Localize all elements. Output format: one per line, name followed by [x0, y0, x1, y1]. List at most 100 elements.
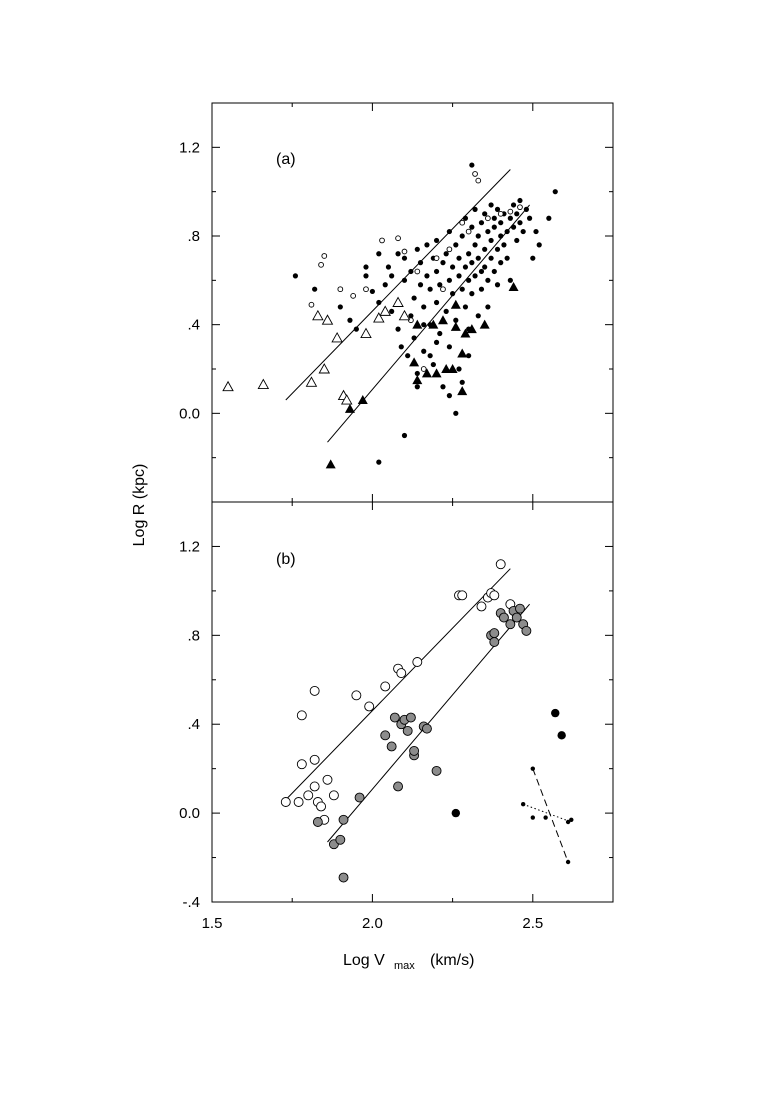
data-point-filled	[395, 326, 401, 332]
data-point-gray-circle	[505, 619, 516, 630]
data-point-filled	[456, 273, 462, 279]
data-point-filled-triangle	[412, 319, 423, 329]
data-point-filled	[498, 260, 504, 266]
data-point-filled	[446, 228, 452, 235]
data-point-filled	[498, 220, 504, 226]
data-point-open	[472, 171, 478, 177]
data-point-filled-triangle	[344, 403, 355, 413]
data-point-filled	[427, 286, 433, 292]
data-point-filled	[382, 282, 388, 288]
data-point-open	[420, 366, 427, 372]
data-point-filled-triangle	[428, 319, 439, 329]
data-point-gray-circle	[421, 723, 432, 734]
data-point-filled	[552, 189, 558, 195]
data-point-small-dot	[530, 766, 535, 771]
fit-line	[523, 803, 572, 823]
data-point-open-circle	[380, 681, 391, 692]
data-point-filled-triangle	[409, 357, 420, 367]
data-point-filled	[395, 251, 401, 257]
data-point-filled	[389, 273, 395, 279]
data-point-open	[379, 237, 385, 244]
data-point-filled	[482, 211, 488, 217]
data-point-filled	[494, 206, 501, 212]
data-point-filled	[507, 215, 513, 221]
data-point-open	[401, 248, 408, 255]
data-point-open-triangle	[312, 309, 324, 321]
data-point-gray-circle	[386, 741, 397, 752]
data-point-open-circle	[296, 710, 307, 721]
data-point-open	[363, 286, 369, 293]
data-point-filled-triangle	[450, 299, 461, 309]
data-point-filled	[469, 260, 475, 266]
data-point-filled	[488, 202, 494, 208]
data-point-filled	[485, 277, 491, 283]
data-point-open	[433, 255, 440, 262]
data-point-filled-triangle	[457, 386, 468, 396]
data-point-gray-circle	[338, 814, 349, 825]
data-point-filled	[494, 246, 501, 252]
data-point-filled	[421, 304, 427, 310]
data-point-filled	[408, 313, 414, 319]
data-point-open	[337, 286, 344, 293]
data-point-open	[414, 268, 421, 275]
x-axis-label-unit: (km/s)	[430, 952, 474, 969]
data-point-filled	[427, 353, 433, 359]
data-point-open-triangle	[379, 305, 391, 316]
y-tick-label: .4	[187, 716, 200, 733]
data-point-filled	[433, 299, 440, 306]
data-point-open-circle	[322, 774, 333, 785]
data-point-filled	[411, 335, 417, 341]
data-point-filled	[523, 206, 529, 212]
data-point-filled	[424, 273, 430, 279]
data-point-filled	[488, 237, 494, 244]
data-point-gray-circle	[521, 625, 532, 636]
data-point-filled	[440, 384, 446, 390]
data-point-filled	[453, 242, 459, 248]
y-tick-label: 0.0	[179, 805, 200, 822]
data-point-filled	[337, 304, 343, 310]
fit-line	[532, 768, 569, 863]
y-tick-label: 1.2	[179, 139, 200, 156]
panel-a-label: (a)	[276, 151, 296, 168]
data-point-filled	[478, 220, 485, 226]
fit-line	[285, 568, 511, 801]
data-point-filled	[456, 255, 462, 261]
data-point-filled	[421, 322, 427, 328]
data-point-gray-circle	[389, 712, 400, 723]
data-point-gray-circle	[380, 730, 391, 741]
data-point-filled	[453, 410, 459, 416]
data-point-filled	[485, 304, 491, 310]
data-point-filled	[510, 202, 517, 208]
x-axis-label-main: Log V	[343, 952, 385, 969]
x-tick-label: 2.0	[362, 915, 383, 932]
data-point-open	[440, 286, 446, 293]
data-point-open-circle	[412, 657, 423, 667]
data-point-filled	[408, 268, 414, 275]
data-point-filled-triangle	[466, 324, 477, 334]
data-point-gray-circle	[409, 745, 420, 756]
x-tick-label: 2.5	[522, 915, 543, 932]
data-point-filled	[405, 353, 411, 359]
y-tick-label: .8	[187, 627, 200, 644]
data-point-filled	[507, 277, 513, 283]
data-point-gray-circle	[354, 792, 365, 803]
data-point-open-circle	[293, 797, 304, 807]
data-point-black-circle	[557, 731, 566, 740]
data-point-gray-circle	[338, 872, 349, 883]
data-point-filled	[469, 224, 475, 230]
data-point-small-dot	[520, 802, 526, 807]
data-point-filled	[514, 237, 520, 244]
data-point-filled-triangle	[460, 328, 471, 338]
data-point-filled	[363, 264, 369, 270]
data-point-filled	[478, 268, 485, 275]
data-point-open	[465, 228, 472, 235]
data-point-filled	[466, 277, 472, 283]
data-point-filled	[347, 317, 353, 323]
data-point-filled-triangle	[457, 348, 468, 358]
data-point-filled	[417, 260, 424, 266]
data-point-filled	[363, 273, 369, 279]
data-point-open	[497, 210, 504, 217]
data-point-open-circle	[396, 668, 407, 679]
data-point-filled	[401, 255, 408, 261]
y-axis-label: Log R (kpc)	[131, 464, 148, 547]
